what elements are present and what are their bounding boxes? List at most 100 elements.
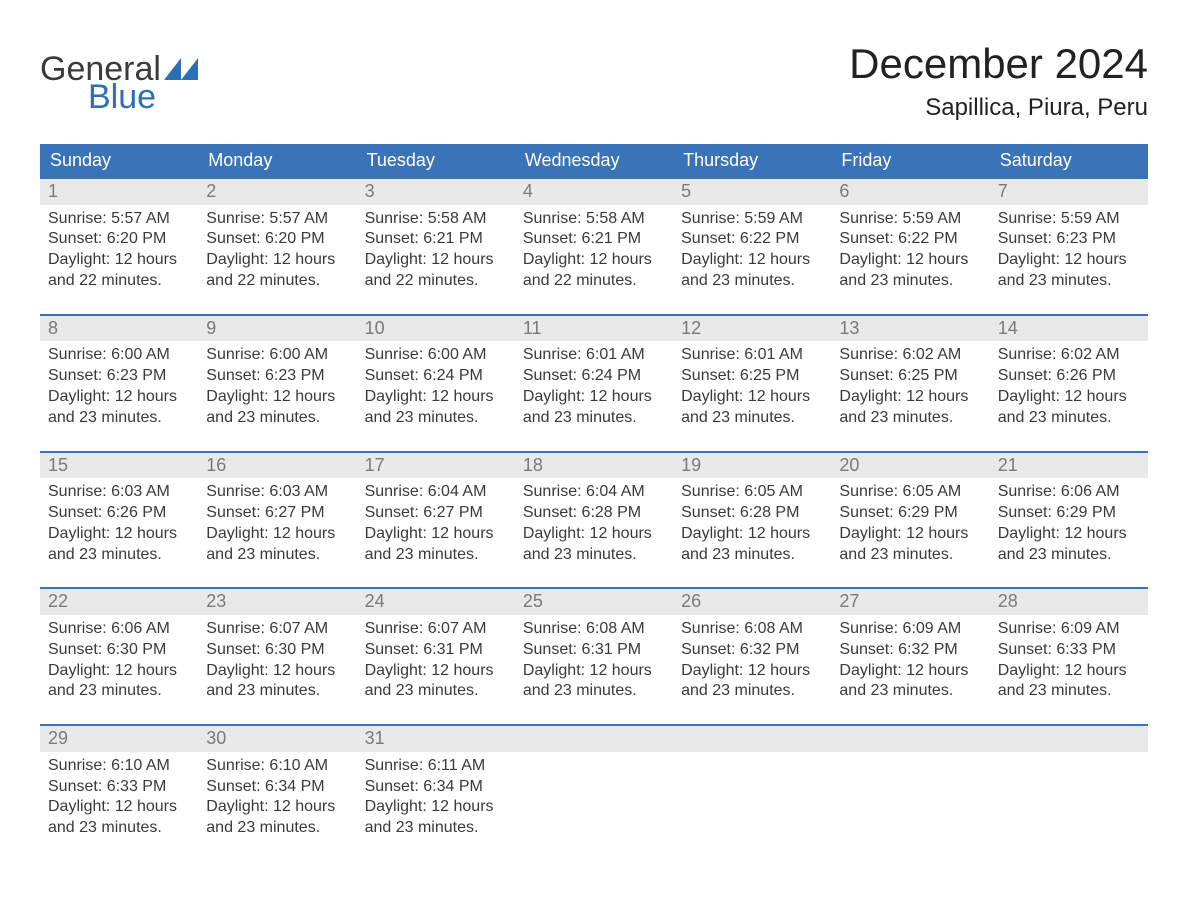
day-number: 18 — [515, 453, 673, 479]
calendar-day: 23Sunrise: 6:07 AMSunset: 6:30 PMDayligh… — [198, 589, 356, 708]
calendar-day — [515, 726, 673, 845]
day-number: 31 — [357, 726, 515, 752]
day-daylight1: Daylight: 12 hours — [523, 661, 665, 682]
day-sunset: Sunset: 6:25 PM — [839, 366, 981, 387]
month-title: December 2024 — [849, 40, 1148, 88]
calendar-day: 4Sunrise: 5:58 AMSunset: 6:21 PMDaylight… — [515, 179, 673, 298]
day-body: Sunrise: 5:59 AMSunset: 6:23 PMDaylight:… — [990, 205, 1148, 298]
day-sunset: Sunset: 6:23 PM — [206, 366, 348, 387]
day-sunset: Sunset: 6:28 PM — [681, 503, 823, 524]
calendar-day: 14Sunrise: 6:02 AMSunset: 6:26 PMDayligh… — [990, 316, 1148, 435]
day-sunrise: Sunrise: 6:02 AM — [839, 345, 981, 366]
calendar-day: 1Sunrise: 5:57 AMSunset: 6:20 PMDaylight… — [40, 179, 198, 298]
day-number: 15 — [40, 453, 198, 479]
day-sunrise: Sunrise: 6:07 AM — [365, 619, 507, 640]
header: General Blue December 2024 Sapillica, Pi… — [40, 40, 1148, 122]
day-number: 14 — [990, 316, 1148, 342]
calendar-day: 7Sunrise: 5:59 AMSunset: 6:23 PMDaylight… — [990, 179, 1148, 298]
day-daylight1: Daylight: 12 hours — [206, 524, 348, 545]
day-sunrise: Sunrise: 5:59 AM — [839, 209, 981, 230]
day-daylight2: and 23 minutes. — [48, 681, 190, 702]
day-body: Sunrise: 6:00 AMSunset: 6:23 PMDaylight:… — [40, 341, 198, 434]
day-body: Sunrise: 6:00 AMSunset: 6:24 PMDaylight:… — [357, 341, 515, 434]
day-body — [831, 752, 989, 832]
day-daylight2: and 23 minutes. — [998, 545, 1140, 566]
day-daylight1: Daylight: 12 hours — [998, 250, 1140, 271]
day-body — [515, 752, 673, 832]
day-body: Sunrise: 6:04 AMSunset: 6:27 PMDaylight:… — [357, 478, 515, 571]
day-daylight1: Daylight: 12 hours — [365, 250, 507, 271]
day-number: 24 — [357, 589, 515, 615]
day-sunrise: Sunrise: 6:03 AM — [48, 482, 190, 503]
day-body: Sunrise: 6:01 AMSunset: 6:24 PMDaylight:… — [515, 341, 673, 434]
day-number: 10 — [357, 316, 515, 342]
calendar-day: 2Sunrise: 5:57 AMSunset: 6:20 PMDaylight… — [198, 179, 356, 298]
day-sunrise: Sunrise: 6:06 AM — [998, 482, 1140, 503]
day-number — [990, 726, 1148, 752]
dow-tuesday: Tuesday — [357, 144, 515, 177]
calendar: Sunday Monday Tuesday Wednesday Thursday… — [40, 144, 1148, 845]
day-daylight2: and 23 minutes. — [48, 408, 190, 429]
day-sunset: Sunset: 6:31 PM — [365, 640, 507, 661]
day-sunset: Sunset: 6:28 PM — [523, 503, 665, 524]
day-daylight1: Daylight: 12 hours — [206, 661, 348, 682]
day-number: 25 — [515, 589, 673, 615]
day-number: 2 — [198, 179, 356, 205]
day-body — [990, 752, 1148, 832]
calendar-day — [831, 726, 989, 845]
day-body: Sunrise: 6:08 AMSunset: 6:31 PMDaylight:… — [515, 615, 673, 708]
calendar-day: 9Sunrise: 6:00 AMSunset: 6:23 PMDaylight… — [198, 316, 356, 435]
day-daylight2: and 23 minutes. — [998, 271, 1140, 292]
day-number: 23 — [198, 589, 356, 615]
calendar-day: 24Sunrise: 6:07 AMSunset: 6:31 PMDayligh… — [357, 589, 515, 708]
day-sunset: Sunset: 6:26 PM — [48, 503, 190, 524]
calendar-day: 10Sunrise: 6:00 AMSunset: 6:24 PMDayligh… — [357, 316, 515, 435]
day-daylight2: and 23 minutes. — [365, 818, 507, 839]
day-body: Sunrise: 5:57 AMSunset: 6:20 PMDaylight:… — [198, 205, 356, 298]
dow-thursday: Thursday — [673, 144, 831, 177]
day-daylight1: Daylight: 12 hours — [839, 661, 981, 682]
day-daylight2: and 23 minutes. — [681, 681, 823, 702]
calendar-day: 18Sunrise: 6:04 AMSunset: 6:28 PMDayligh… — [515, 453, 673, 572]
day-sunrise: Sunrise: 5:59 AM — [998, 209, 1140, 230]
calendar-day: 3Sunrise: 5:58 AMSunset: 6:21 PMDaylight… — [357, 179, 515, 298]
day-number: 9 — [198, 316, 356, 342]
day-daylight2: and 23 minutes. — [206, 545, 348, 566]
day-daylight2: and 23 minutes. — [523, 545, 665, 566]
day-daylight2: and 23 minutes. — [523, 681, 665, 702]
dow-wednesday: Wednesday — [515, 144, 673, 177]
day-sunrise: Sunrise: 6:01 AM — [523, 345, 665, 366]
day-number — [515, 726, 673, 752]
day-number: 6 — [831, 179, 989, 205]
day-body: Sunrise: 6:02 AMSunset: 6:26 PMDaylight:… — [990, 341, 1148, 434]
day-daylight2: and 23 minutes. — [839, 545, 981, 566]
day-daylight1: Daylight: 12 hours — [48, 250, 190, 271]
day-body: Sunrise: 6:02 AMSunset: 6:25 PMDaylight:… — [831, 341, 989, 434]
day-daylight2: and 23 minutes. — [48, 545, 190, 566]
day-daylight2: and 23 minutes. — [365, 681, 507, 702]
calendar-day — [673, 726, 831, 845]
calendar-day: 5Sunrise: 5:59 AMSunset: 6:22 PMDaylight… — [673, 179, 831, 298]
day-sunrise: Sunrise: 6:08 AM — [523, 619, 665, 640]
day-body: Sunrise: 6:10 AMSunset: 6:33 PMDaylight:… — [40, 752, 198, 845]
day-sunrise: Sunrise: 6:00 AM — [365, 345, 507, 366]
day-sunset: Sunset: 6:24 PM — [365, 366, 507, 387]
day-daylight2: and 23 minutes. — [365, 545, 507, 566]
day-number: 12 — [673, 316, 831, 342]
day-sunset: Sunset: 6:20 PM — [206, 229, 348, 250]
calendar-day: 13Sunrise: 6:02 AMSunset: 6:25 PMDayligh… — [831, 316, 989, 435]
day-sunrise: Sunrise: 5:58 AM — [365, 209, 507, 230]
day-number: 26 — [673, 589, 831, 615]
day-daylight2: and 23 minutes. — [206, 681, 348, 702]
day-sunset: Sunset: 6:32 PM — [681, 640, 823, 661]
day-daylight1: Daylight: 12 hours — [365, 524, 507, 545]
day-number — [831, 726, 989, 752]
day-daylight2: and 22 minutes. — [206, 271, 348, 292]
day-sunrise: Sunrise: 6:11 AM — [365, 756, 507, 777]
day-daylight2: and 23 minutes. — [48, 818, 190, 839]
day-daylight2: and 23 minutes. — [998, 408, 1140, 429]
day-daylight1: Daylight: 12 hours — [206, 387, 348, 408]
calendar-day: 30Sunrise: 6:10 AMSunset: 6:34 PMDayligh… — [198, 726, 356, 845]
logo: General Blue — [40, 52, 198, 114]
day-daylight2: and 23 minutes. — [681, 545, 823, 566]
